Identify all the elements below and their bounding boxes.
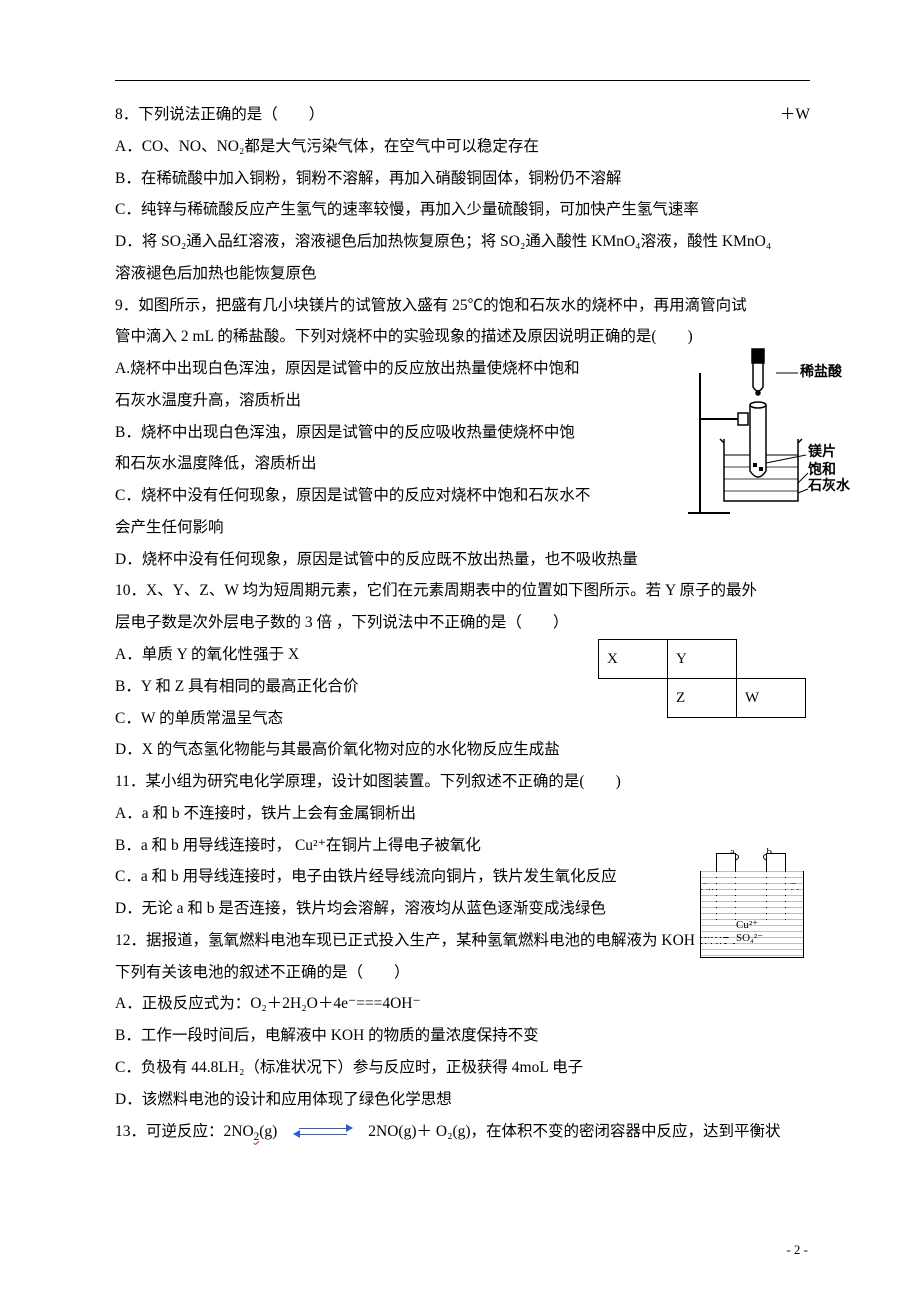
q13-stem: 13．可逆反应：2NO2(g) 2NO(g)＋ O₂(g)，在体积不变的密闭容器… <box>115 1116 810 1148</box>
q12-C: C．负极有 44.8LH₂（标准状况下）参与反应时，正极获得 4moL 电子 <box>115 1052 810 1084</box>
top-marker: ＋W <box>780 99 810 131</box>
cell-w: W <box>737 679 806 718</box>
q8-B: B．在稀硫酸中加入铜粉，铜粉不溶解，再加入硝酸铜固体，铜粉仍不溶解 <box>115 163 810 195</box>
q8-D2: 溶液褪色后加热也能恢复原色 <box>115 258 810 290</box>
q10-stem2: 层电子数是次外层电子数的 3 倍 ，下列说法中不正确的是（ ） <box>115 607 810 639</box>
q12-A: A．正极反应式为：O₂＋2H₂O＋4e⁻===4OH⁻ <box>115 988 810 1020</box>
cell-empty <box>737 640 806 679</box>
q11-figure: a b Cu Fe Cu²⁺ SO₄²⁻ <box>686 845 816 965</box>
q13-mid1: (g) <box>259 1123 293 1140</box>
q13-mid2: 2NO(g)＋ O₂(g)，在体积不变的密闭容器中反应，达到平衡状 <box>353 1123 781 1140</box>
q9-label-mg: 镁片 <box>808 445 836 462</box>
q8-A: A．CO、NO、NO₂都是大气污染气体，在空气中可以稳定存在 <box>115 131 810 163</box>
q11-ions: Cu²⁺ SO₄²⁻ <box>736 919 763 945</box>
q8-C: C．纯锌与稀硫酸反应产生氢气的速率较慢，再加入少量硫酸铜，可加快产生氢气速率 <box>115 194 810 226</box>
cell-x: X <box>599 640 668 679</box>
q9-figure: 稀盐酸 镁片 饱和 石灰水 <box>680 343 840 523</box>
q11-ion1: Cu²⁺ <box>736 919 763 932</box>
q8-D1: D．将 SO₂通入品红溶液，溶液褪色后加热恢复原色；将 SO₂通入酸性 KMnO… <box>115 226 810 258</box>
q9-B1-text: B．烧杯中出现白色浑浊，原因是试管中的反应吸收热量使烧杯中饱 <box>115 424 575 441</box>
cell-y: Y <box>668 640 737 679</box>
q11-ion2: SO₄²⁻ <box>736 932 763 945</box>
q10-stem1: 10．X、Y、Z、W 均为短周期元素，它们在元素周期表中的位置如下图所示。若 Y… <box>115 575 810 607</box>
q13-pre: 13．可逆反应：2NO <box>115 1123 254 1140</box>
q12-D: D．该燃料电池的设计和应用体现了绿色化学思想 <box>115 1084 810 1116</box>
header-rule <box>115 80 810 81</box>
q10-D: D．X 的气态氢化物能与其最高价氧化物对应的水化物反应生成盐 <box>115 734 810 766</box>
q9-label-lime: 石灰水 <box>808 479 850 496</box>
q9-label-acid: 稀盐酸 <box>800 365 842 382</box>
q9-label-sat: 饱和 <box>808 463 836 480</box>
cell-z: Z <box>668 679 737 718</box>
page: 稀盐酸 镁片 饱和 石灰水 X Y Z W a b <box>0 0 920 1302</box>
reversible-arrow-icon <box>293 1125 353 1139</box>
q9-D: D．烧杯中没有任何现象，原因是试管中的反应既不放出热量，也不吸收热量 <box>115 544 810 576</box>
page-number: - 2 - <box>786 1237 808 1264</box>
q8-stem: ＋W 8．下列说法正确的是（ ） <box>115 99 810 131</box>
q11-terminals <box>686 849 816 869</box>
q9-stem1: 9．如图所示，把盛有几小块镁片的试管放入盛有 25℃的饱和石灰水的烧杯中，再用滴… <box>115 290 810 322</box>
cell-empty2 <box>599 679 668 718</box>
q12-B: B．工作一段时间后，电解液中 KOH 的物质的量浓度保持不变 <box>115 1020 810 1052</box>
q8-stem-text: 8．下列说法正确的是（ ） <box>115 106 324 123</box>
content: 稀盐酸 镁片 饱和 石灰水 X Y Z W a b <box>115 99 810 1147</box>
q11-A: A．a 和 b 不连接时，铁片上会有金属铜析出 <box>115 798 810 830</box>
q11-stem: 11．某小组为研究电化学原理，设计如图装置。下列叙述不正确的是( ) <box>115 766 810 798</box>
q10-periodic-table: X Y Z W <box>598 639 806 718</box>
